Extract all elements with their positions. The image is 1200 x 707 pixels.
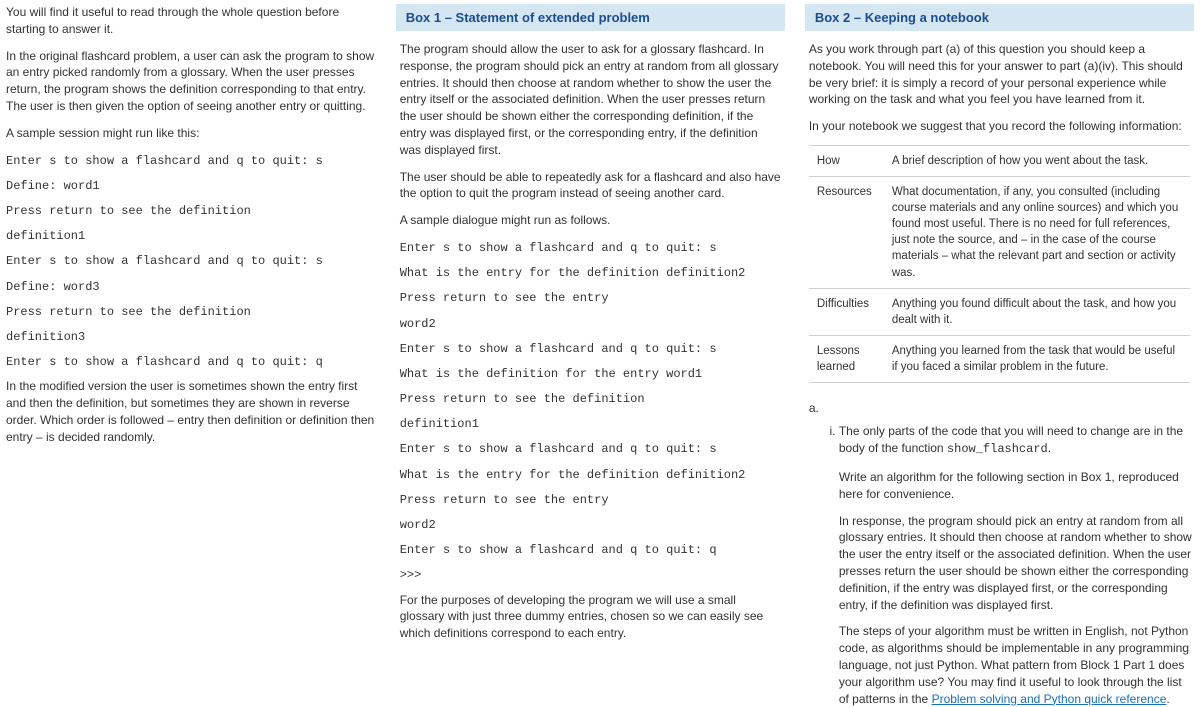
qa-i-p4: The steps of your algorithm must be writ… xyxy=(839,623,1194,707)
code-line: What is the entry for the definition def… xyxy=(400,466,781,485)
qa-i-p3: In response, the program should pick an … xyxy=(839,513,1194,614)
box1-title: Box 1 – Statement of extended problem xyxy=(396,4,785,31)
notebook-key: Resources xyxy=(809,177,884,289)
code-line: Enter s to show a flashcard and q to qui… xyxy=(400,239,781,258)
box1-p2: The user should be able to repeatedly as… xyxy=(400,169,781,203)
notebook-table: How A brief description of how you went … xyxy=(809,145,1190,383)
notebook-val: Anything you learned from the task that … xyxy=(884,335,1190,382)
code-line: Enter s to show a flashcard and q to qui… xyxy=(6,353,376,372)
code-line: Press return to see the definition xyxy=(6,303,376,322)
code-line: Enter s to show a flashcard and q to qui… xyxy=(400,340,781,359)
notebook-val: What documentation, if any, you consulte… xyxy=(884,177,1190,289)
code-line: What is the definition for the entry wor… xyxy=(400,365,781,384)
code-line: definition3 xyxy=(6,328,376,347)
box1: Box 1 – Statement of extended problem Th… xyxy=(396,4,785,586)
box1-p1: The program should allow the user to ask… xyxy=(400,41,781,159)
qa-i-p2: Write an algorithm for the following sec… xyxy=(839,469,1194,503)
code-line: Define: word3 xyxy=(6,278,376,297)
right-column: Box 2 – Keeping a notebook As you work t… xyxy=(805,4,1194,586)
box2-p2: In your notebook we suggest that you rec… xyxy=(809,118,1190,135)
left-outro: In the modified version the user is some… xyxy=(6,378,376,445)
table-row: How A brief description of how you went … xyxy=(809,145,1190,176)
notebook-val: A brief description of how you went abou… xyxy=(884,145,1190,176)
code-line: What is the entry for the definition def… xyxy=(400,264,781,283)
notebook-val: Anything you found difficult about the t… xyxy=(884,288,1190,335)
code-line: Press return to see the definition xyxy=(400,390,781,409)
notebook-key: How xyxy=(809,145,884,176)
code-line: >>> xyxy=(400,566,781,585)
question-a-label: a. xyxy=(809,401,1194,415)
table-row: Resources What documentation, if any, yo… xyxy=(809,177,1190,289)
code-line: Press return to see the definition xyxy=(6,202,376,221)
box2-title: Box 2 – Keeping a notebook xyxy=(805,4,1194,31)
left-column: You will find it useful to read through … xyxy=(6,4,376,586)
qa-i-p1: The only parts of the code that you will… xyxy=(839,423,1194,459)
left-intro-2: In the original flashcard problem, a use… xyxy=(6,48,376,115)
code-line: word2 xyxy=(400,315,781,334)
question-a-i: The only parts of the code that you will… xyxy=(839,423,1194,707)
code-line: definition1 xyxy=(400,415,781,434)
question-a-list: The only parts of the code that you will… xyxy=(839,423,1194,707)
code-line: Press return to see the entry xyxy=(400,289,781,308)
reference-link[interactable]: Problem solving and Python quick referen… xyxy=(932,692,1167,706)
box2-p1: As you work through part (a) of this que… xyxy=(809,41,1190,108)
table-row: Difficulties Anything you found difficul… xyxy=(809,288,1190,335)
code-line: Enter s to show a flashcard and q to qui… xyxy=(6,252,376,271)
left-intro-1: You will find it useful to read through … xyxy=(6,4,376,38)
code-line: Enter s to show a flashcard and q to qui… xyxy=(400,541,781,560)
left-intro-3: A sample session might run like this: xyxy=(6,125,376,142)
box1-code-block: Enter s to show a flashcard and q to qui… xyxy=(400,239,781,586)
table-row: Lessons learned Anything you learned fro… xyxy=(809,335,1190,382)
code-line: word2 xyxy=(400,516,781,535)
code-line: Enter s to show a flashcard and q to qui… xyxy=(6,152,376,171)
code-line: Enter s to show a flashcard and q to qui… xyxy=(400,440,781,459)
box1-p4: For the purposes of developing the progr… xyxy=(400,592,781,642)
left-code-block: Enter s to show a flashcard and q to qui… xyxy=(6,152,376,373)
notebook-key: Lessons learned xyxy=(809,335,884,382)
code-line: definition1 xyxy=(6,227,376,246)
code-inline: show_flashcard xyxy=(947,442,1048,456)
code-line: Define: word1 xyxy=(6,177,376,196)
box1-p3: A sample dialogue might run as follows. xyxy=(400,212,781,229)
code-line: Press return to see the entry xyxy=(400,491,781,510)
notebook-key: Difficulties xyxy=(809,288,884,335)
